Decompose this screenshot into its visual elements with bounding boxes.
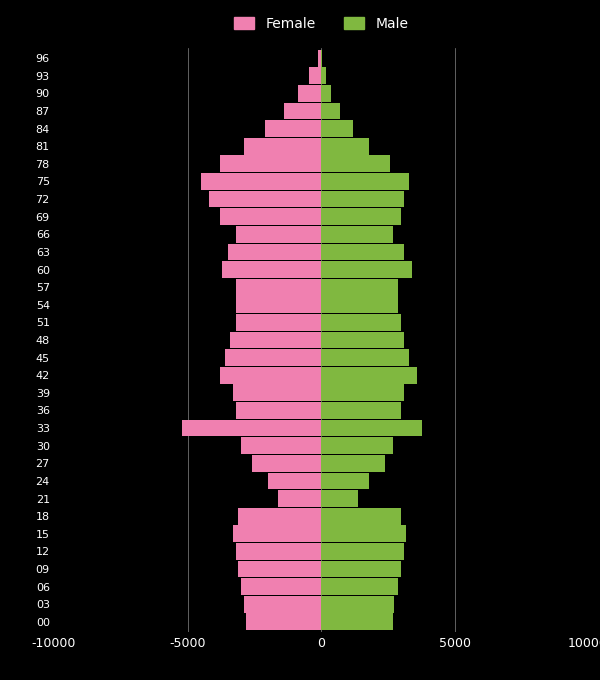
Bar (246, 613, 321, 630)
Bar (321, 85, 331, 102)
Bar (220, 367, 321, 384)
Bar (321, 455, 385, 472)
Bar (321, 596, 394, 613)
Bar (321, 67, 326, 84)
Bar (321, 332, 404, 348)
Bar (244, 138, 321, 154)
Bar (321, 526, 406, 542)
Bar (233, 526, 321, 542)
Bar (284, 103, 321, 120)
Bar (321, 543, 404, 560)
Bar (321, 490, 358, 507)
Bar (238, 560, 321, 577)
Bar (268, 473, 321, 490)
Bar (318, 50, 321, 67)
Bar (321, 138, 369, 154)
Bar (321, 261, 412, 278)
Bar (321, 173, 409, 190)
Bar (182, 420, 321, 437)
Bar (241, 578, 321, 595)
Bar (321, 350, 409, 366)
Bar (244, 596, 321, 613)
Bar (233, 384, 321, 401)
Bar (321, 437, 393, 454)
Bar (298, 85, 321, 102)
Legend: Female, Male: Female, Male (233, 16, 409, 31)
Bar (321, 208, 401, 225)
Bar (236, 279, 321, 296)
Bar (236, 296, 321, 313)
Bar (309, 67, 321, 84)
Bar (321, 473, 369, 490)
Bar (230, 332, 321, 348)
Bar (225, 350, 321, 366)
Bar (321, 578, 398, 595)
Bar (321, 156, 391, 172)
Bar (321, 50, 322, 67)
Bar (236, 402, 321, 419)
Bar (321, 190, 404, 207)
Bar (321, 103, 340, 120)
Bar (278, 490, 321, 507)
Bar (227, 243, 321, 260)
Bar (321, 384, 404, 401)
Bar (236, 226, 321, 243)
Bar (238, 508, 321, 524)
Bar (321, 120, 353, 137)
Bar (321, 613, 393, 630)
Bar (321, 314, 401, 330)
Bar (251, 455, 321, 472)
Bar (321, 226, 393, 243)
Bar (321, 367, 417, 384)
Bar (236, 543, 321, 560)
Bar (321, 420, 422, 437)
Bar (321, 402, 401, 419)
Bar (236, 314, 321, 330)
Bar (220, 156, 321, 172)
Bar (321, 296, 398, 313)
Bar (209, 190, 321, 207)
Bar (321, 243, 404, 260)
Bar (241, 437, 321, 454)
Bar (201, 173, 321, 190)
Bar (265, 120, 321, 137)
Bar (321, 560, 401, 577)
Bar (220, 208, 321, 225)
Bar (321, 508, 401, 524)
Bar (222, 261, 321, 278)
Bar (321, 279, 398, 296)
